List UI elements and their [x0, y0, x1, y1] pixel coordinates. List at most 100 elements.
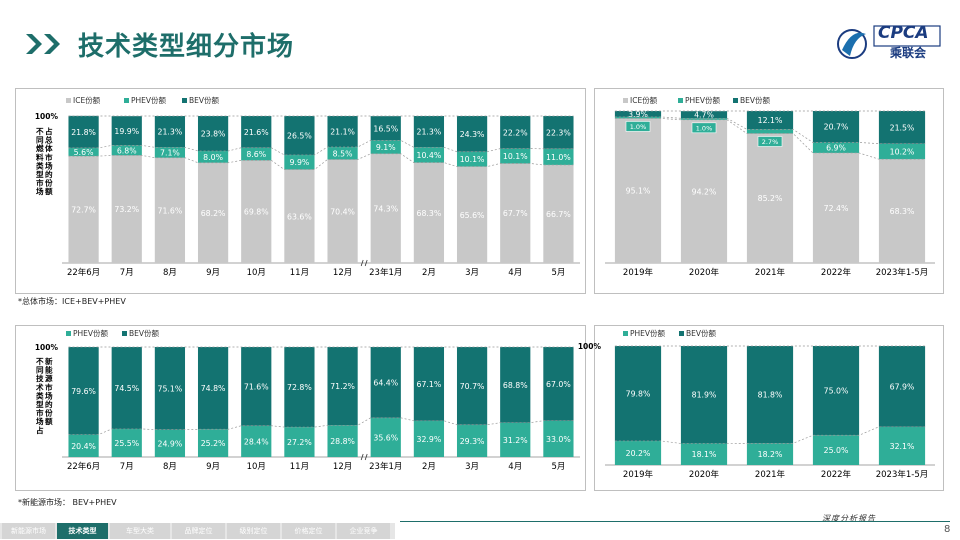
bar-segment — [456, 424, 488, 457]
y-axis-label-char: 燃 — [36, 143, 44, 153]
bar-segment — [413, 162, 445, 263]
bar-segment — [746, 111, 794, 130]
x-tick-label: 5月 — [551, 462, 565, 472]
bar-segment — [327, 116, 358, 148]
bar-segment — [500, 116, 531, 149]
y-axis-label-char: 的 — [45, 169, 53, 179]
data-label: 5.6% — [74, 148, 94, 157]
bar-segment — [370, 417, 401, 457]
x-tick-label: 8月 — [163, 268, 177, 278]
bar-segment — [812, 111, 860, 143]
bar-segment — [370, 140, 401, 154]
legend-label: BEV份额 — [189, 95, 220, 105]
x-tick-label: 3月 — [465, 462, 479, 472]
legend-swatch — [678, 98, 683, 103]
bar-segment — [327, 425, 358, 457]
bar-segment — [284, 347, 315, 428]
data-label: 21.1% — [330, 128, 355, 137]
x-tick-label: 7月 — [120, 268, 134, 278]
bar-segment — [197, 347, 229, 430]
bar-segment — [111, 428, 142, 457]
axis-break-mark — [364, 259, 368, 267]
data-label: 79.8% — [626, 389, 651, 398]
nav-item-6[interactable]: 企业竞争 — [337, 523, 390, 539]
y-axis-label-char: 额 — [45, 186, 53, 196]
y-axis-label-char: 市 — [45, 152, 53, 162]
cpca-logo-icon — [837, 25, 941, 59]
bar-segment — [456, 151, 488, 167]
page-title: 技术类型细分市场 — [78, 32, 295, 62]
bar-segment — [614, 111, 662, 117]
nav-item-3[interactable]: 品牌定位 — [172, 523, 225, 539]
x-tick-label: 2月 — [422, 268, 436, 278]
bar-segment — [111, 155, 142, 263]
nav-item-1[interactable]: 技术类型 — [57, 523, 108, 539]
data-label: 70.4% — [330, 207, 355, 216]
bar-segment — [284, 169, 315, 263]
data-label: 29.3% — [460, 437, 485, 446]
legend-label: BEV份额 — [740, 95, 771, 105]
bar-segment — [543, 164, 574, 263]
data-label: 8.6% — [246, 150, 266, 159]
nav-item-5[interactable]: 价格定位 — [282, 523, 335, 539]
bar-segment — [614, 346, 662, 441]
y-axis-label-char: 场 — [45, 390, 53, 400]
bar-segment — [543, 148, 574, 165]
axis-break-mark — [360, 259, 364, 267]
y-axis-label-char: 型 — [36, 169, 44, 179]
data-label: 24.9% — [158, 439, 183, 448]
data-label: 24.3% — [460, 130, 485, 139]
legend-swatch — [66, 98, 71, 103]
y-axis-label-char: 体 — [45, 143, 53, 153]
x-tick-label: 4月 — [508, 462, 522, 472]
data-label: 19.9% — [114, 127, 139, 136]
data-label: 20.4% — [71, 442, 96, 451]
x-tick-label: 8月 — [163, 462, 177, 472]
data-label-box — [625, 121, 651, 132]
bar-segment — [284, 427, 315, 457]
y-axis-label-char: 份 — [45, 408, 53, 418]
bar-segment — [241, 425, 272, 457]
data-label: 27.2% — [287, 438, 312, 447]
y-axis-label-char: 不 — [36, 127, 44, 136]
y-top-label: 100% — [35, 112, 59, 121]
data-label: 16.5% — [373, 124, 398, 133]
data-label: 9.9% — [290, 158, 310, 167]
data-label: 32.1% — [890, 442, 915, 451]
bar-segment — [241, 116, 272, 148]
x-tick-label: 2020年 — [689, 469, 720, 480]
legend-label: PHEV份额 — [73, 328, 109, 338]
bar-segment — [241, 147, 272, 161]
data-label: 10.2% — [890, 147, 915, 156]
data-label: 85.2% — [758, 194, 783, 203]
bar-segment — [413, 147, 445, 163]
bar-segment — [746, 129, 794, 134]
bar-segment — [197, 162, 229, 263]
nav-item-0[interactable]: 新能源市场 — [2, 523, 55, 539]
bar-segment — [456, 347, 488, 425]
data-label: 69.8% — [244, 208, 269, 217]
series-connector — [68, 417, 574, 435]
x-tick-label: 2020年 — [689, 267, 720, 278]
bar-segment — [68, 115, 99, 148]
data-label: 65.6% — [460, 211, 485, 220]
bar-segment — [614, 116, 662, 119]
bar-segment — [680, 119, 728, 263]
y-axis-label-char: 占 — [45, 126, 53, 136]
y-axis-label-char: 份 — [45, 178, 53, 188]
nav-item-2[interactable]: 车型大类 — [110, 523, 170, 539]
bar-segment — [68, 156, 99, 263]
bar-segment — [111, 116, 142, 146]
bar-segment — [500, 163, 531, 263]
nev-market-note: *新能源市场： BEV+PHEV — [18, 498, 117, 507]
y-axis-label-char: 源 — [45, 373, 53, 383]
data-label: 68.2% — [201, 209, 226, 218]
x-tick-label: 23年1月 — [369, 267, 402, 278]
bar-segment — [746, 346, 794, 444]
y-axis-label-char: 能 — [45, 365, 53, 375]
series-connector — [68, 140, 574, 156]
x-tick-label: 2月 — [422, 462, 436, 472]
data-label: 25.0% — [824, 446, 849, 455]
nav-item-4[interactable]: 级别定位 — [227, 523, 280, 539]
bar-segment — [154, 116, 186, 148]
